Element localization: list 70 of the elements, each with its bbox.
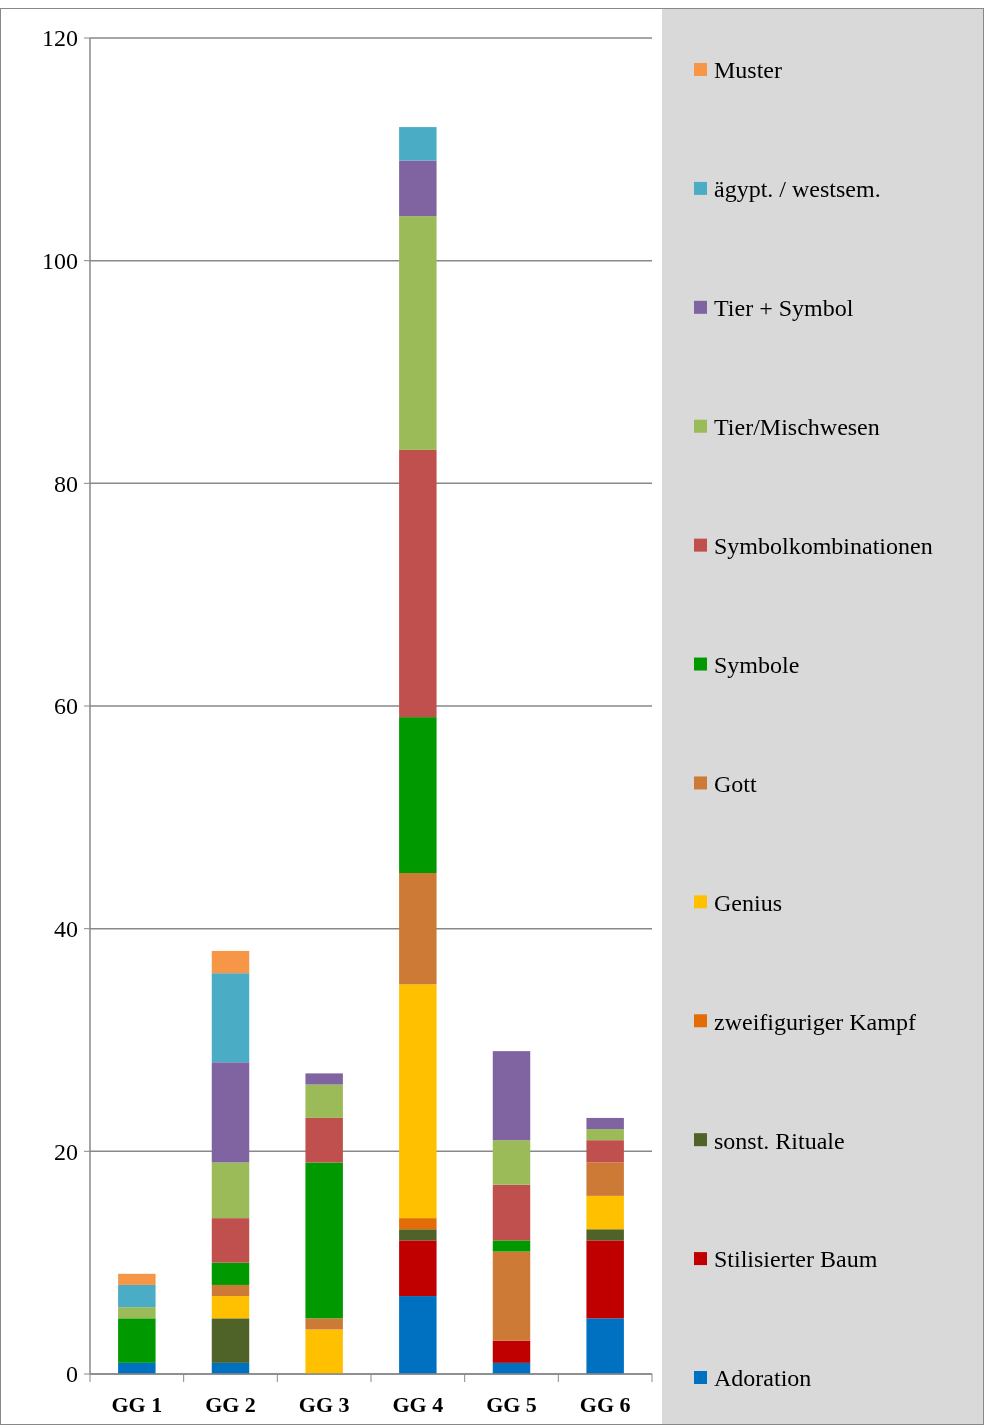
legend-label: Adoration (714, 1365, 812, 1392)
legend-label: Muster (714, 57, 782, 84)
bar (586, 1318, 624, 1374)
bar (118, 1273, 156, 1285)
bar (399, 1296, 437, 1374)
bar (586, 1162, 624, 1196)
x-tick-label: GG 6 (579, 1392, 631, 1417)
bar (586, 1140, 624, 1163)
legend-label: Symbolkombinationen (714, 533, 933, 560)
legend-label: Gott (714, 770, 757, 797)
bar (586, 1129, 624, 1141)
bar (305, 1084, 343, 1118)
bar (586, 1195, 624, 1230)
bar (399, 449, 437, 718)
bar (211, 1284, 250, 1297)
bar (492, 1251, 531, 1341)
legend-label: ägypt. / westsem. (714, 176, 881, 203)
legend-label: Stilisierter Baum (714, 1246, 878, 1273)
x-tick-label: GG 5 (486, 1392, 537, 1417)
bar (305, 1117, 343, 1163)
bar (211, 1262, 250, 1285)
legend-label: Tier/Mischwesen (714, 414, 880, 441)
bar (118, 1284, 156, 1308)
legend-label: zweifiguriger Kampf (714, 1008, 916, 1035)
bar (118, 1318, 156, 1363)
x-tick-label: GG 2 (205, 1392, 256, 1417)
legend-label: sonst. Rituale (714, 1127, 845, 1154)
bar (211, 1162, 250, 1219)
bar (211, 973, 250, 1063)
bar (399, 984, 437, 1219)
bar (586, 1117, 624, 1130)
bar (305, 1073, 343, 1085)
bar (305, 1329, 343, 1374)
y-tick-label: 80 (54, 470, 78, 497)
bar (211, 950, 250, 974)
x-tick-label: GG 4 (392, 1392, 444, 1417)
y-tick-label: 20 (54, 1138, 78, 1165)
bar (492, 1140, 531, 1185)
bar (399, 160, 437, 217)
bar (211, 1062, 250, 1163)
bar (399, 873, 437, 985)
bar (305, 1318, 343, 1330)
bar (211, 1296, 250, 1319)
bar (399, 216, 437, 450)
bar (586, 1229, 624, 1241)
bar (399, 127, 437, 161)
bar (492, 1240, 531, 1252)
bar (586, 1240, 624, 1319)
x-tick-label: GG 1 (111, 1392, 163, 1417)
bar (211, 1218, 250, 1263)
bar (492, 1340, 531, 1363)
y-tick-label: 40 (54, 916, 78, 943)
bar (118, 1307, 156, 1319)
legend-label: Genius (714, 889, 782, 916)
legend-label: Tier + Symbol (714, 295, 854, 322)
bar (211, 1318, 250, 1363)
bar (399, 1240, 437, 1297)
y-tick-label: 60 (54, 693, 78, 720)
bar (399, 1229, 437, 1241)
y-tick-label: 120 (42, 25, 78, 52)
y-tick-label: 0 (66, 1361, 78, 1388)
bar (399, 717, 437, 873)
bar (492, 1184, 531, 1241)
y-tick-label: 100 (42, 248, 78, 275)
legend-label: Symbole (714, 651, 800, 678)
bar (492, 1051, 531, 1141)
bar (305, 1162, 343, 1319)
x-tick-label: GG 3 (298, 1392, 350, 1417)
bar (118, 1362, 156, 1374)
bar (399, 1218, 437, 1230)
